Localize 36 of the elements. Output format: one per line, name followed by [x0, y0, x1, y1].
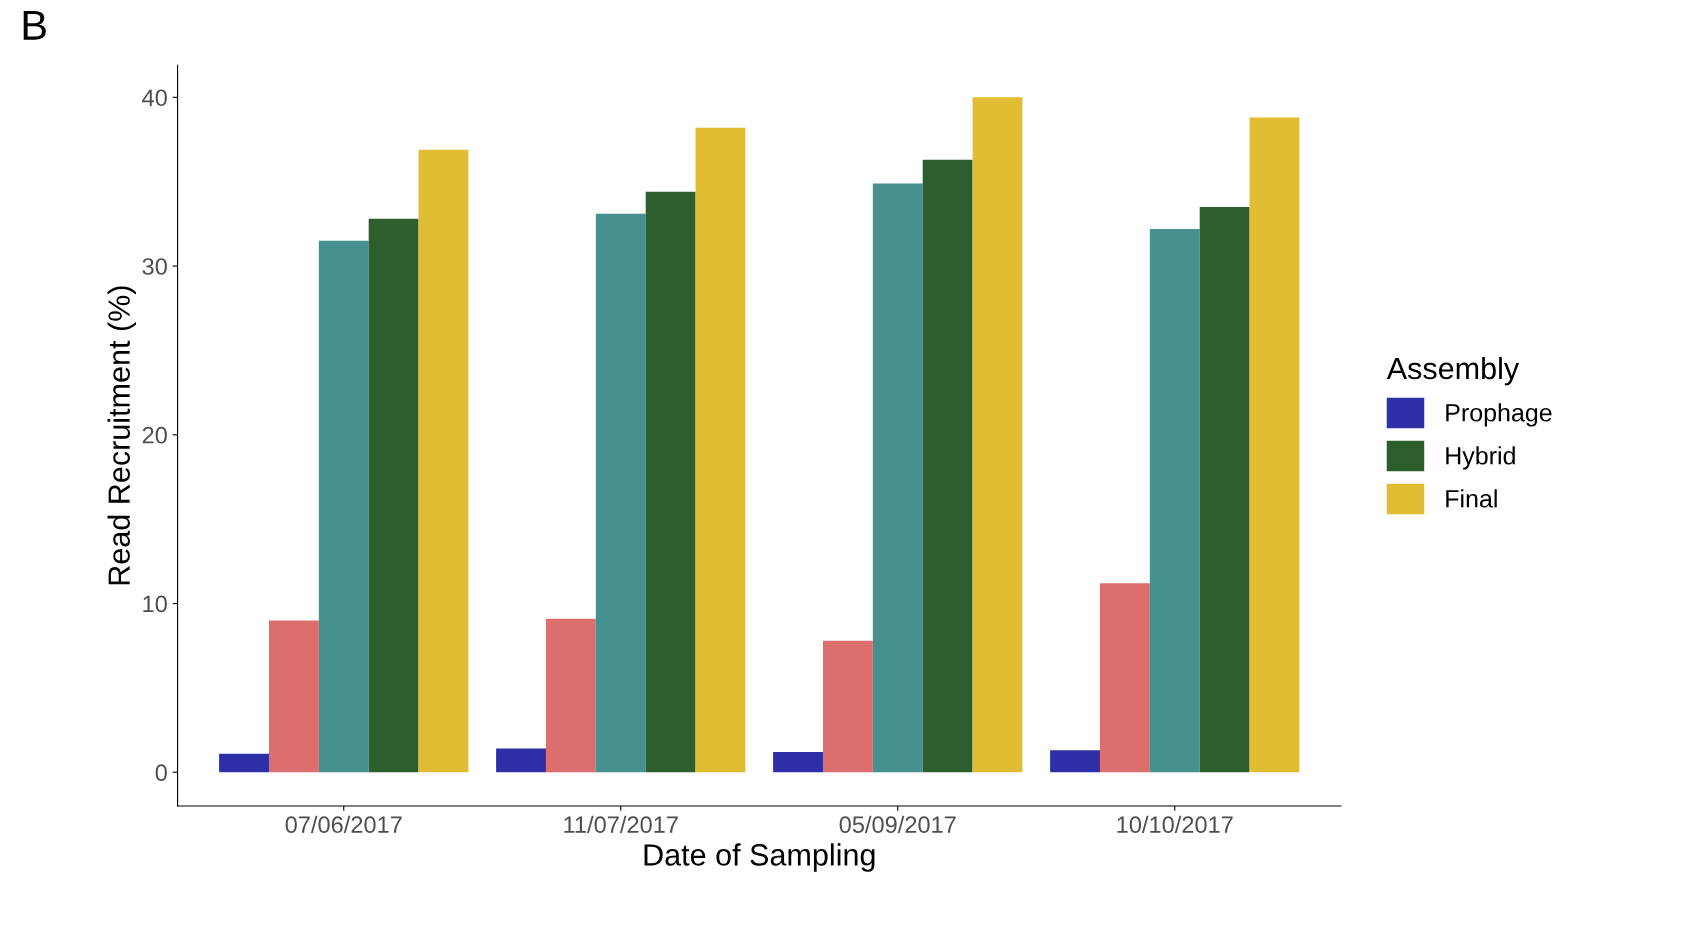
y-tick-label: 40: [142, 89, 167, 107]
bar: [1199, 207, 1250, 773]
y-tick-label: 10: [143, 595, 167, 613]
bar: [872, 183, 923, 773]
bar: [695, 127, 746, 773]
bar: [1099, 583, 1150, 773]
bar: [496, 748, 546, 773]
y-tick-label: 30: [142, 258, 167, 275]
legend-label: Final: [1446, 489, 1497, 508]
legend-title: Assembly: [1386, 356, 1520, 386]
x-tick-label: 10/10/2017: [1117, 815, 1233, 834]
bar: [972, 97, 1023, 773]
legend-label: Hybrid: [1446, 446, 1515, 470]
x-tick-label: 11/07/2017: [564, 815, 678, 834]
bar: [368, 218, 419, 773]
bar: [773, 752, 823, 773]
bar: [268, 620, 319, 773]
text: B: [23, 10, 46, 40]
y-tick-label: 0: [155, 764, 167, 782]
bar: [545, 618, 596, 773]
bar: [418, 149, 469, 773]
bar: [1149, 228, 1200, 773]
x-tick-label: 07/06/2017: [285, 815, 402, 834]
legend-label: Prophage: [1446, 403, 1552, 427]
y-tick-label: 20: [142, 426, 167, 444]
bar: [1050, 750, 1100, 773]
x-tick-label: 05/09/2017: [839, 815, 956, 834]
bar: [219, 753, 269, 773]
bar: [1249, 117, 1300, 773]
bar: [922, 159, 973, 773]
bar: [822, 640, 873, 773]
bar: [595, 213, 646, 773]
bar: [645, 191, 696, 773]
y-axis-title: Read Recruitment (%): [107, 286, 136, 585]
bar: [318, 240, 369, 773]
x-axis-title: Date of Sampling: [644, 843, 875, 872]
